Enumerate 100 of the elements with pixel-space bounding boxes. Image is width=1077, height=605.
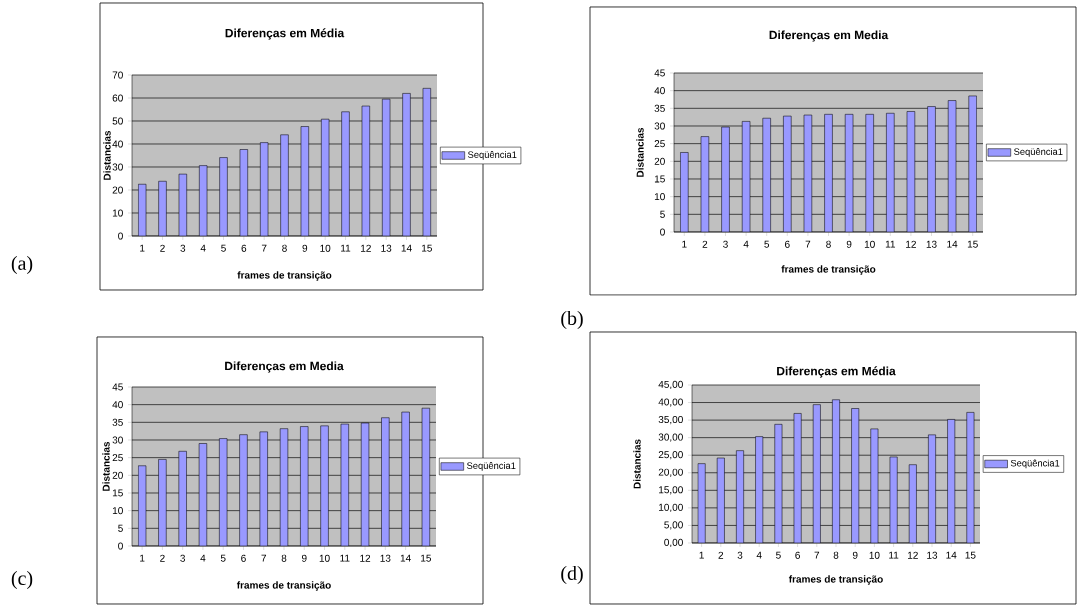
x-tick-label: 10 bbox=[869, 551, 880, 559]
x-tick-label: 3 bbox=[737, 551, 743, 559]
legend-label: Seqüência1 bbox=[467, 462, 516, 471]
y-tick-label: 25 bbox=[112, 454, 123, 462]
x-tick-label: 11 bbox=[341, 244, 351, 252]
x-tick-label: 15 bbox=[965, 551, 976, 559]
x-tick-label: 2 bbox=[702, 240, 708, 248]
y-tick-label: 35 bbox=[112, 418, 123, 426]
x-tick-label: 5 bbox=[221, 244, 226, 252]
x-tick-label: 1 bbox=[699, 551, 704, 559]
x-tick-label: 13 bbox=[926, 240, 937, 248]
x-tick-label: 12 bbox=[360, 554, 371, 562]
y-axis-title: Distancias bbox=[636, 127, 644, 177]
x-tick-label: 5 bbox=[764, 240, 770, 248]
chart-title: Diferenças em Media bbox=[225, 361, 344, 373]
bar bbox=[341, 111, 350, 236]
x-tick-label: 7 bbox=[261, 554, 267, 562]
x-tick-label: 4 bbox=[200, 244, 206, 252]
x-tick-label: 8 bbox=[826, 240, 831, 248]
x-tick-label: 5 bbox=[776, 551, 781, 559]
x-tick-label: 3 bbox=[180, 554, 186, 562]
y-tick-label: 20 bbox=[112, 186, 123, 194]
y-axis-title: Distancias bbox=[103, 130, 111, 180]
x-tick-label: 14 bbox=[947, 240, 958, 248]
y-tick-label: 30 bbox=[654, 122, 665, 130]
x-tick-label: 8 bbox=[281, 554, 287, 562]
bar bbox=[280, 134, 289, 236]
bar bbox=[401, 411, 410, 546]
x-tick-label: 9 bbox=[852, 551, 858, 559]
x-tick-label: 3 bbox=[180, 244, 186, 252]
y-tick-label: 40,00 bbox=[658, 398, 683, 407]
x-tick-label: 5 bbox=[220, 554, 226, 562]
x-tick-label: 11 bbox=[889, 551, 899, 559]
y-tick-label: 10 bbox=[112, 507, 123, 515]
y-tick-label: 5 bbox=[118, 524, 123, 532]
x-tick-label: 3 bbox=[723, 240, 728, 248]
x-tick-label: 1 bbox=[140, 554, 145, 562]
y-tick-label: 0 bbox=[118, 232, 123, 240]
x-tick-label: 11 bbox=[885, 240, 896, 248]
x-axis-title: frames de transição bbox=[236, 581, 331, 591]
x-tick-label: 12 bbox=[361, 244, 371, 252]
x-tick-label: 13 bbox=[927, 551, 938, 559]
y-tick-label: 35 bbox=[654, 104, 665, 112]
y-tick-label: 45,00 bbox=[658, 380, 683, 390]
x-tick-label: 9 bbox=[301, 554, 307, 562]
x-tick-label: 10 bbox=[319, 554, 330, 562]
x-tick-label: 4 bbox=[200, 554, 206, 562]
bar bbox=[239, 434, 248, 546]
y-tick-label: 5,00 bbox=[664, 521, 683, 530]
x-tick-label: 8 bbox=[282, 244, 287, 252]
y-tick-label: 25 bbox=[654, 140, 665, 148]
x-tick-label: 9 bbox=[846, 240, 852, 248]
y-tick-label: 50 bbox=[112, 117, 123, 125]
x-tick-label: 15 bbox=[422, 244, 432, 252]
y-tick-label: 25,00 bbox=[658, 451, 683, 460]
y-axis-title: Distancias bbox=[102, 441, 110, 491]
x-tick-label: 10 bbox=[864, 240, 875, 248]
chart-title: Diferenças em Média bbox=[777, 366, 896, 378]
x-tick-label: 2 bbox=[718, 551, 724, 559]
legend-label: Seqüência1 bbox=[468, 151, 517, 160]
y-tick-label: 15 bbox=[654, 175, 665, 183]
y-tick-label: 45 bbox=[654, 69, 665, 77]
x-tick-label: 15 bbox=[421, 554, 432, 562]
y-tick-label: 40 bbox=[112, 140, 123, 148]
y-tick-label: 15 bbox=[112, 489, 123, 497]
x-tick-label: 7 bbox=[805, 240, 811, 248]
x-tick-label: 1 bbox=[682, 240, 687, 248]
x-tick-label: 12 bbox=[906, 240, 916, 248]
y-tick-label: 30 bbox=[112, 163, 123, 171]
y-tick-label: 10 bbox=[654, 193, 665, 201]
x-tick-label: 6 bbox=[785, 240, 790, 248]
x-tick-label: 10 bbox=[320, 244, 331, 252]
y-tick-label: 60 bbox=[112, 94, 123, 102]
x-tick-label: 13 bbox=[380, 554, 391, 562]
y-tick-label: 10,00 bbox=[659, 503, 683, 512]
y-tick-label: 40 bbox=[654, 87, 665, 95]
y-tick-label: 20,00 bbox=[658, 468, 683, 477]
x-tick-label: 2 bbox=[160, 244, 165, 252]
x-tick-label: 7 bbox=[261, 244, 267, 252]
text: (c) bbox=[11, 570, 33, 590]
y-tick-label: 15,00 bbox=[659, 486, 683, 495]
x-axis-title: frames de transição bbox=[237, 271, 332, 281]
y-tick-label: 5 bbox=[660, 210, 665, 218]
y-axis-title: Distancias bbox=[633, 439, 641, 489]
y-tick-label: 20 bbox=[112, 471, 123, 479]
x-axis-title: frames de transição bbox=[781, 265, 876, 275]
chart-title: Diferenças em Media bbox=[769, 30, 889, 42]
bar bbox=[381, 417, 390, 546]
x-tick-label: 14 bbox=[400, 554, 411, 562]
x-tick-label: 2 bbox=[160, 554, 165, 562]
x-tick-label: 4 bbox=[756, 551, 762, 559]
x-tick-label: 14 bbox=[946, 551, 957, 559]
y-tick-label: 45 bbox=[112, 383, 123, 391]
x-tick-label: 4 bbox=[743, 240, 749, 248]
bar bbox=[402, 93, 411, 236]
y-tick-label: 70 bbox=[112, 71, 123, 79]
y-tick-label: 30 bbox=[112, 436, 123, 444]
x-tick-label: 1 bbox=[140, 244, 145, 252]
x-tick-label: 9 bbox=[302, 244, 308, 252]
x-tick-label: 8 bbox=[833, 551, 839, 559]
